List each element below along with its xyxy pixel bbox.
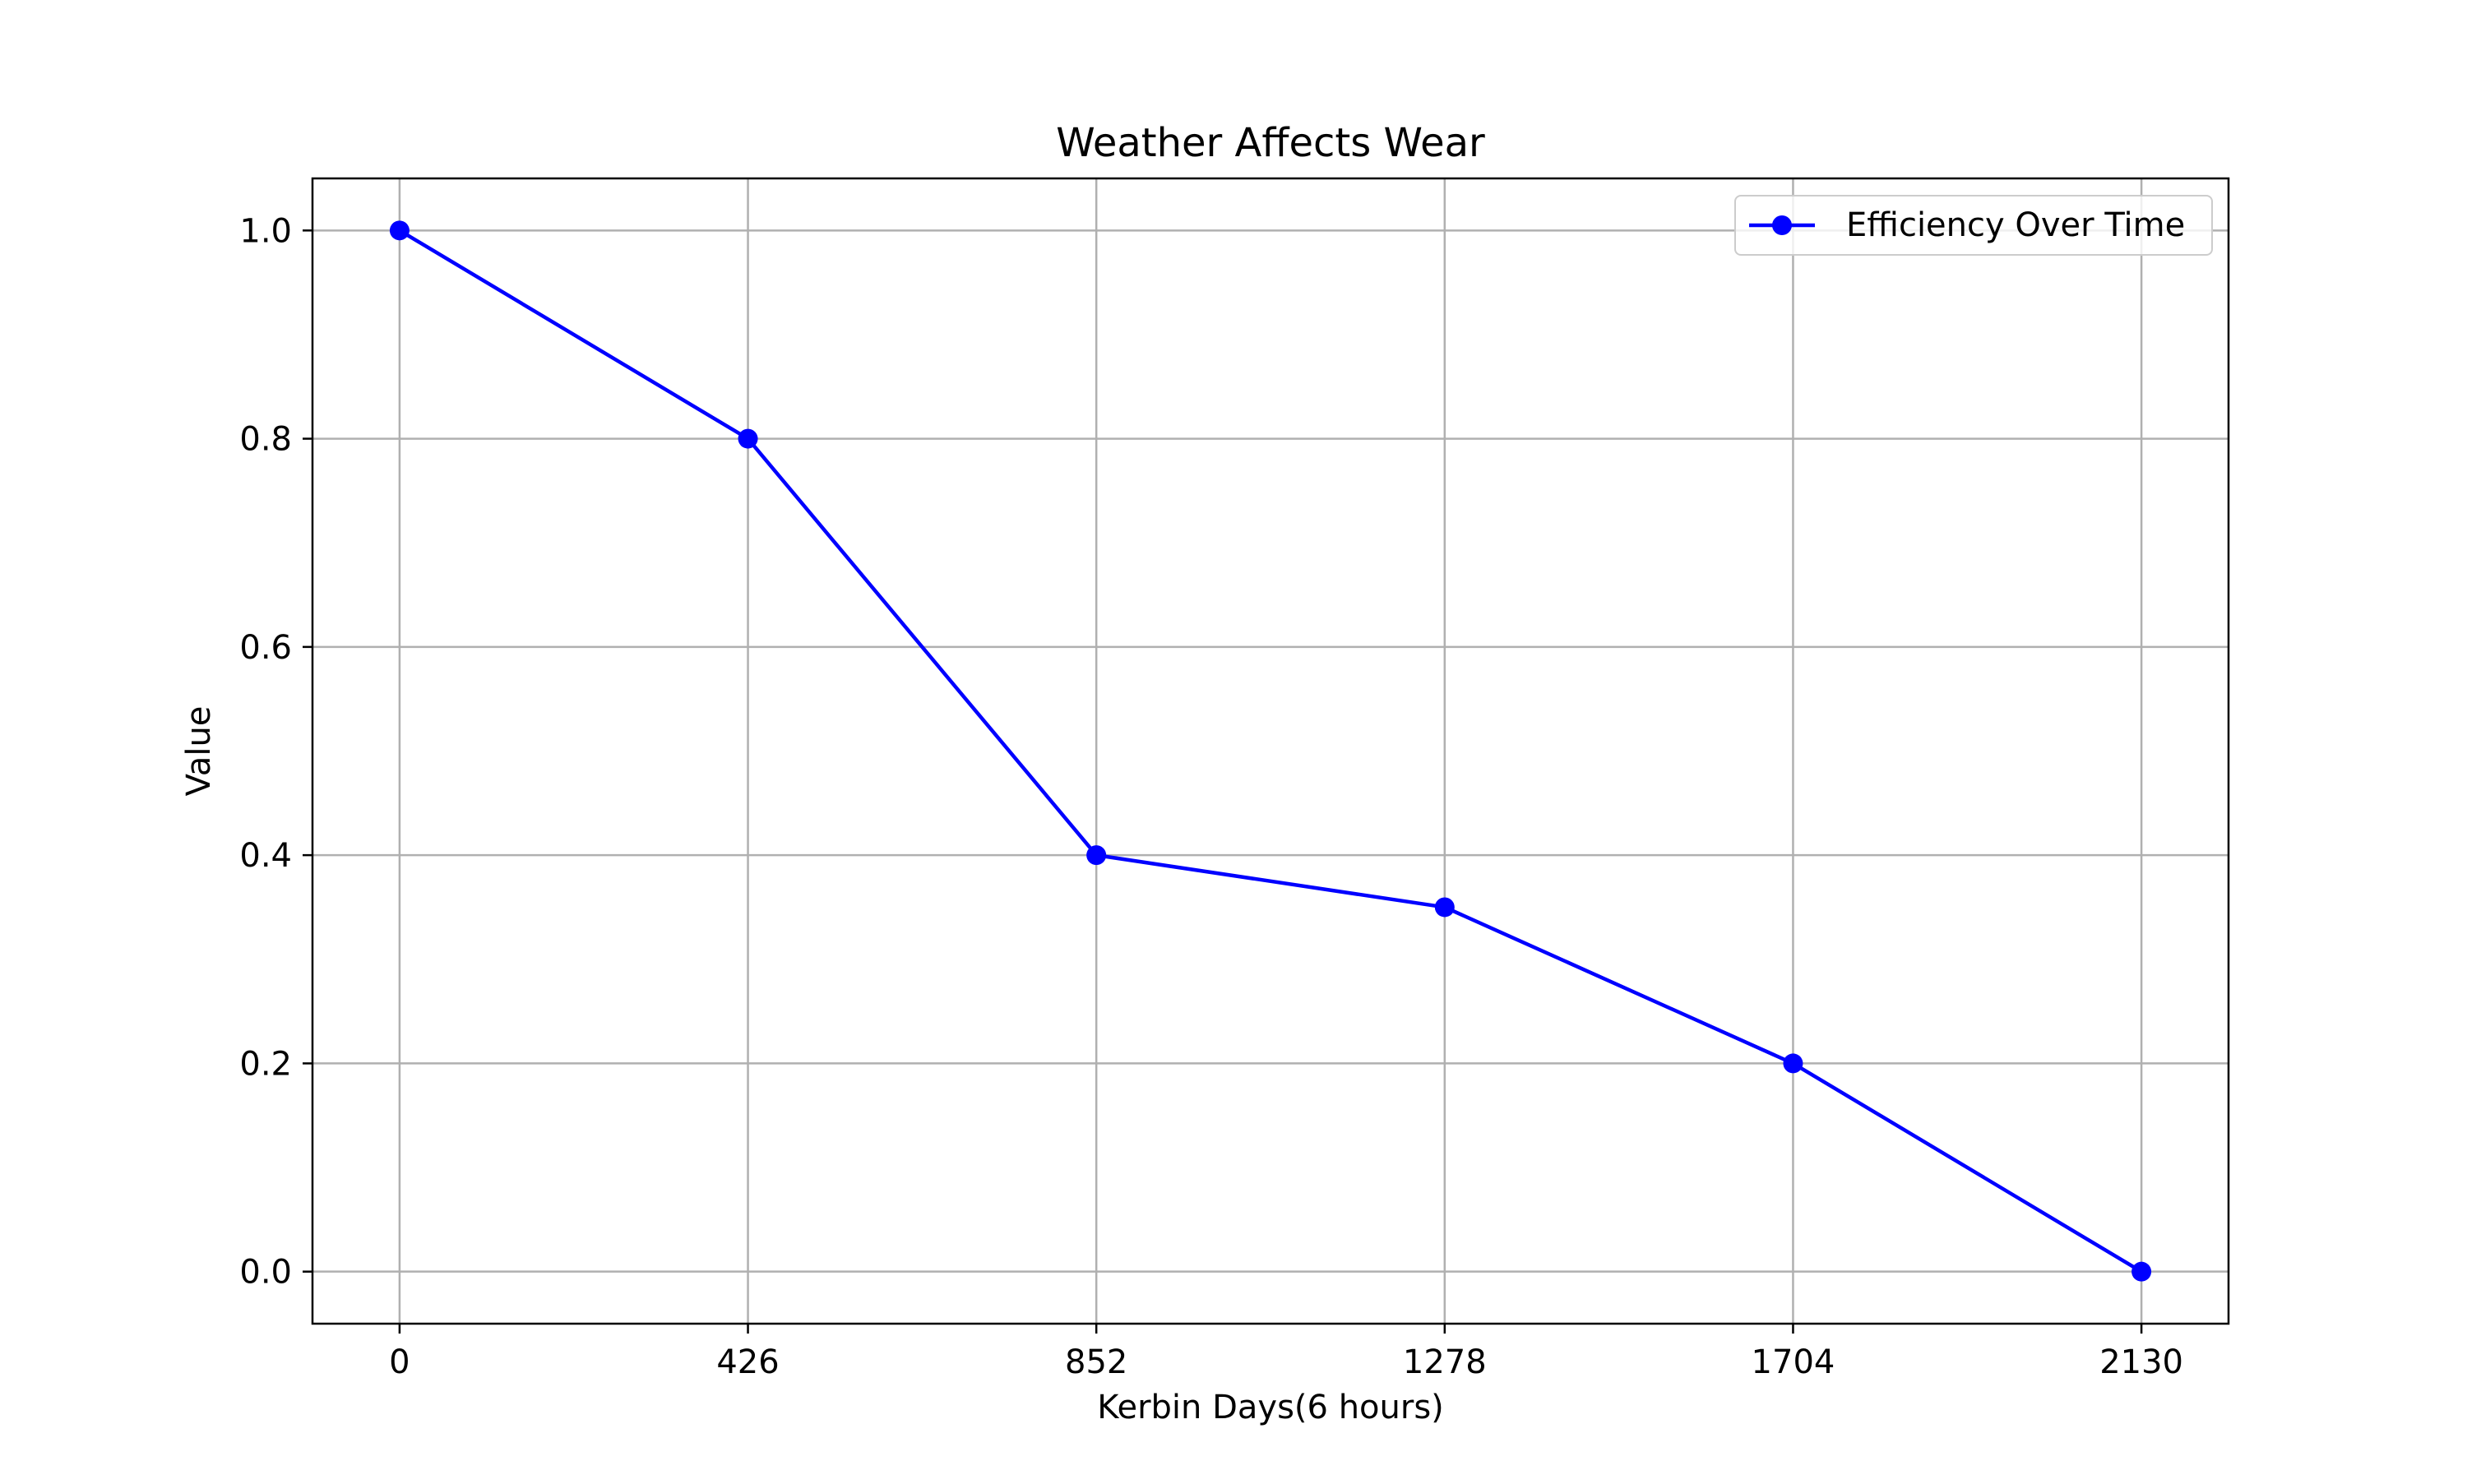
legend: Efficiency Over Time <box>1734 195 2213 256</box>
data-point-marker <box>738 428 758 449</box>
axis-ticks: 0 426 852 1278 1704 2130 0.0 0.2 0.4 0.6 0.8 1.0 <box>239 212 2183 1381</box>
x-tick-label: 1278 <box>1403 1343 1487 1381</box>
y-tick-label: 0.0 <box>239 1254 292 1292</box>
y-tick-label: 1.0 <box>239 212 292 250</box>
grid-lines <box>312 178 2229 1324</box>
data-point-marker <box>2131 1261 2152 1282</box>
data-point-marker <box>1783 1053 1803 1074</box>
y-axis-label: Value <box>180 706 218 797</box>
y-tick-label: 0.6 <box>239 629 292 667</box>
series-layer <box>389 220 2152 1282</box>
legend-marker-swatch <box>1772 215 1792 235</box>
legend-label: Efficiency Over Time <box>1846 206 2185 244</box>
series-line <box>398 229 2143 1274</box>
x-tick-label: 1704 <box>1752 1343 1835 1381</box>
y-tick-label: 0.8 <box>239 421 292 459</box>
x-tick-label: 426 <box>716 1343 779 1381</box>
y-tick-label: 0.2 <box>239 1045 292 1083</box>
data-point-marker <box>1434 897 1455 918</box>
x-axis-label: Kerbin Days(6 hours) <box>1097 1389 1444 1426</box>
x-tick-label: 852 <box>1065 1343 1127 1381</box>
data-point-marker <box>1086 845 1107 866</box>
legend-box <box>1734 195 2213 256</box>
plot-area-frame <box>311 177 2230 1325</box>
x-tick-label: 2130 <box>2099 1343 2183 1381</box>
x-tick-label: 0 <box>389 1343 410 1381</box>
chart-title: Weather Affects Wear <box>1056 120 1485 166</box>
y-tick-label: 0.4 <box>239 837 292 875</box>
data-point-marker <box>389 220 410 241</box>
